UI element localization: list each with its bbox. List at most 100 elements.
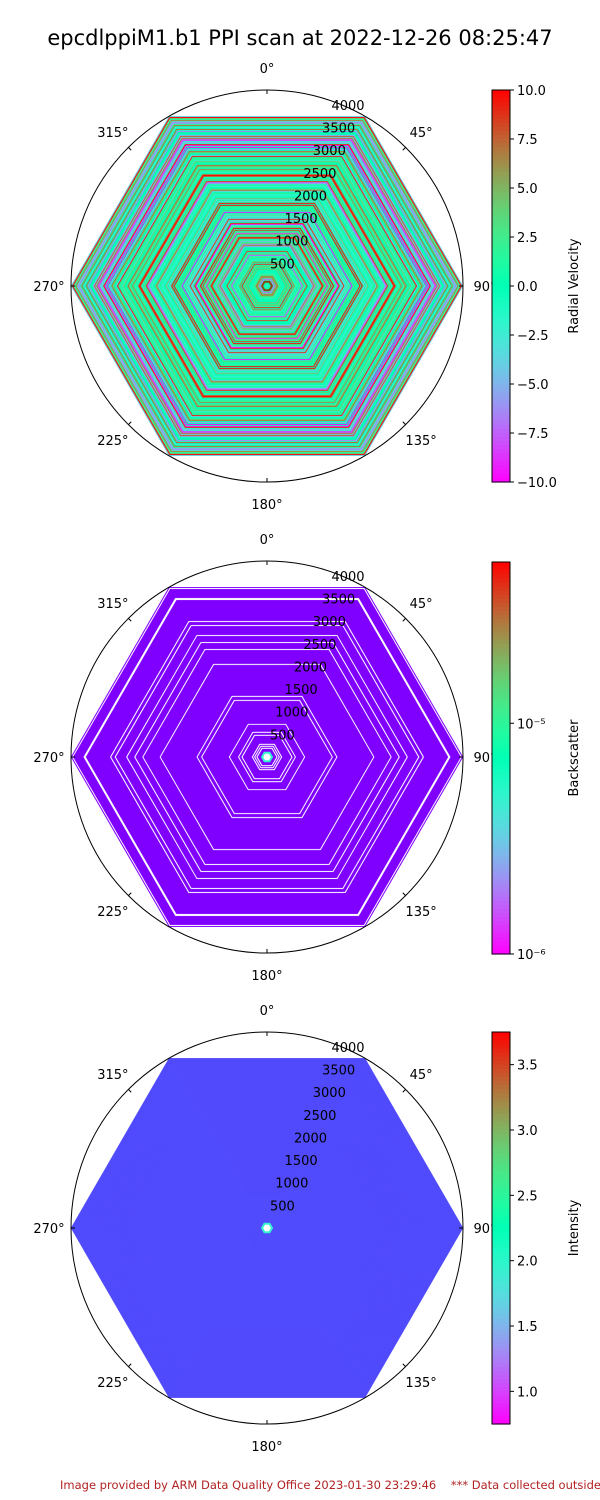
colorbar-swatch (492, 322, 510, 328)
colorbar-swatch (492, 1089, 510, 1094)
colorbar-swatch (492, 1326, 510, 1331)
colorbar-swatch (492, 1330, 510, 1335)
radial-tick-label: 1000 (275, 1177, 308, 1192)
colorbar-swatch (492, 1272, 510, 1278)
angle-tick-label: 0° (260, 533, 275, 548)
colorbar-swatch (492, 400, 510, 406)
radial-tick-label: 3500 (322, 593, 355, 608)
colorbar-swatch (492, 1203, 510, 1209)
colorbar-swatch (492, 745, 510, 751)
angle-tick-label: 225° (97, 905, 128, 920)
colorbar-swatch (492, 680, 510, 686)
colorbar-swatch (492, 864, 510, 869)
colorbar-swatch (492, 151, 510, 156)
angle-tick-label: 315° (97, 1068, 128, 1083)
colorbar-swatch (492, 159, 510, 165)
colorbar-swatch (492, 122, 510, 128)
colorbar-swatch (492, 1146, 510, 1152)
colorbar-swatch (492, 570, 510, 575)
colorbar-swatch (492, 1032, 510, 1037)
colorbar-swatch (492, 872, 510, 878)
colorbar-swatch (492, 106, 510, 112)
colorbar-tick-label: −7.5 (517, 427, 549, 442)
colorbar-tick-label: 3.5 (517, 1059, 538, 1074)
colorbar-swatch (492, 335, 510, 340)
radial-tick-label: 500 (270, 257, 295, 272)
colorbar-swatch (492, 1121, 510, 1127)
radial-tick-label: 3500 (322, 1064, 355, 1079)
colorbar-swatch (492, 253, 510, 259)
colorbar-tick-label: 10⁻⁶ (517, 948, 546, 963)
angle-tick-mark (128, 1089, 132, 1093)
colorbar-swatch (492, 204, 510, 210)
colorbar-swatch (492, 725, 510, 731)
colorbar-swatch (492, 696, 510, 702)
colorbar-swatch (492, 1166, 510, 1172)
colorbar-swatch (492, 594, 510, 600)
colorbar-swatch (492, 208, 510, 214)
angle-tick-mark (128, 618, 132, 622)
colorbar-tick-label: −5.0 (517, 378, 549, 393)
colorbar-swatch (492, 905, 510, 910)
colorbar-swatch (492, 228, 510, 234)
ppi-panel-3: 0° 45° 90° 135° 180° 225° 270° 315° 500 1000 1500 2… (33, 1004, 582, 1455)
colorbar-swatch (492, 314, 510, 320)
colorbar-swatch (492, 428, 510, 434)
colorbar-frame (491, 1031, 511, 1425)
angle-tick-label: 270° (33, 751, 64, 766)
radial-tick-label: 4000 (331, 570, 364, 585)
colorbar-swatch (492, 245, 510, 250)
colorbar-swatch (492, 183, 510, 189)
colorbar-swatch (492, 290, 510, 295)
angle-tick-label: 225° (97, 1376, 128, 1391)
colorbar-swatch (492, 709, 510, 714)
colorbar-swatch (492, 856, 510, 861)
colorbar-swatch (492, 163, 510, 169)
colorbar-swatch (492, 420, 510, 426)
colorbar-swatch (492, 827, 510, 833)
colorbar-swatch (492, 1391, 510, 1397)
colorbar-swatch (492, 363, 510, 369)
colorbar-tick-label: 2.0 (517, 1255, 538, 1270)
colorbar-swatch (492, 925, 510, 931)
colorbar-swatch (492, 371, 510, 377)
colorbar-swatch (492, 884, 510, 890)
colorbar-swatch (492, 1048, 510, 1054)
colorbar-swatch (492, 1187, 510, 1192)
colorbar-swatch (492, 1158, 510, 1164)
angle-tick-label: 315° (97, 597, 128, 612)
colorbar-swatch (492, 790, 510, 796)
colorbar-swatch (492, 1081, 510, 1086)
colorbar-swatch (492, 1289, 510, 1294)
colorbar-swatch (492, 578, 510, 584)
angle-tick-label: 135° (405, 434, 436, 449)
colorbar-swatch (492, 326, 510, 332)
colorbar-swatch (492, 847, 510, 853)
colorbar-swatch (492, 298, 510, 303)
colorbar-swatch (492, 1199, 510, 1205)
colorbar-swatch (492, 729, 510, 735)
colorbar-swatch (492, 562, 510, 567)
colorbar-swatch (492, 1040, 510, 1045)
colorbar-swatch (492, 831, 510, 837)
colorbar-swatch (492, 672, 510, 677)
colorbar-swatch (492, 1334, 510, 1339)
angle-tick-mark (128, 1363, 132, 1367)
colorbar-swatch (492, 277, 510, 283)
colorbar-swatch (492, 404, 510, 410)
angle-tick-label: 90° (473, 751, 496, 766)
colorbar-swatch (492, 888, 510, 894)
colorbar-swatch (492, 1215, 510, 1221)
colorbar-swatch (492, 102, 510, 107)
colorbar-swatch (492, 1277, 510, 1282)
colorbar-tick-label: −2.5 (517, 329, 549, 344)
colorbar-swatch (492, 688, 510, 694)
colorbar-swatch (492, 1297, 510, 1303)
colorbar-swatch (492, 1350, 510, 1356)
angle-tick-label: 180° (251, 1440, 282, 1455)
colorbar-swatch (492, 1150, 510, 1156)
colorbar-swatch (492, 1256, 510, 1262)
colorbar-swatch (492, 700, 510, 706)
colorbar-swatch (492, 1252, 510, 1258)
colorbar-swatch (492, 758, 510, 763)
